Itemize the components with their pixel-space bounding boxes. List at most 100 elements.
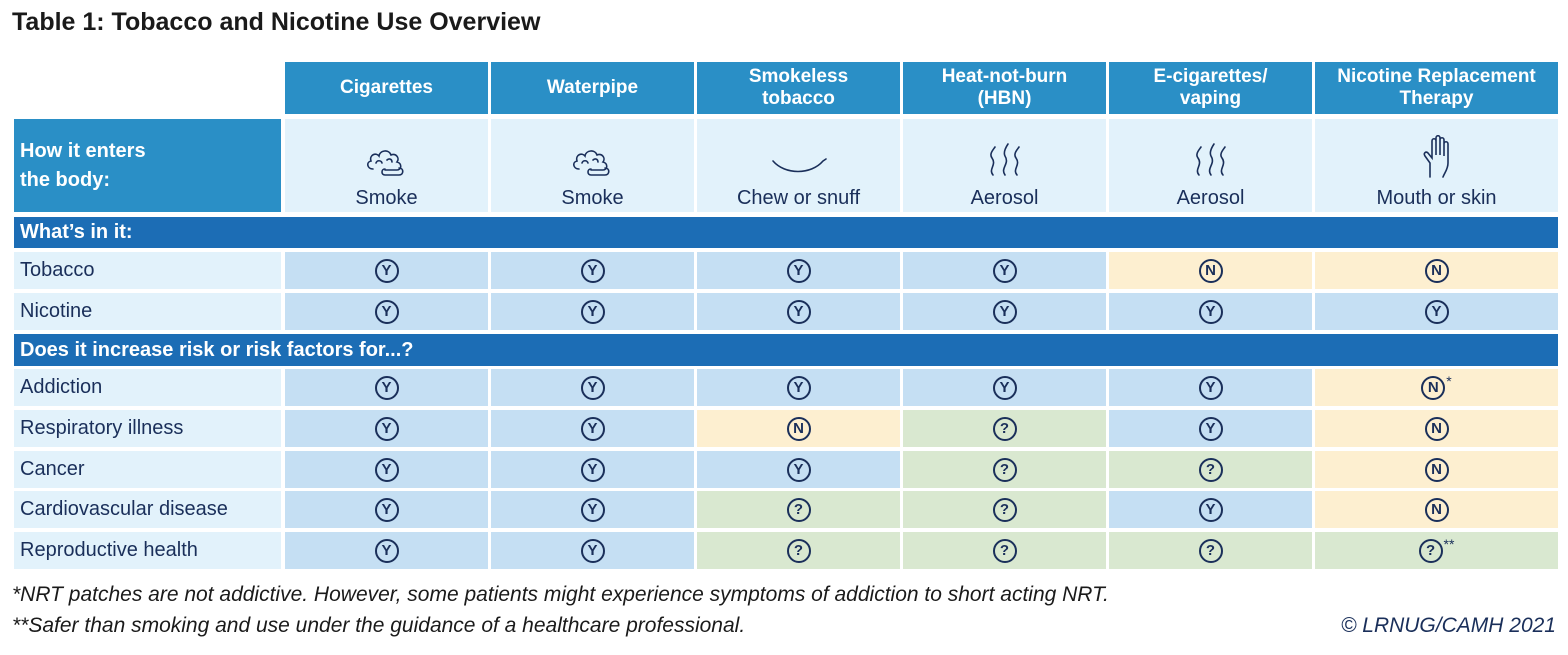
- answer-mark: Y: [786, 258, 811, 283]
- method-cell: Smoke: [285, 119, 488, 212]
- column-header: Cigarettes: [285, 62, 488, 114]
- answer-mark: ?: [1198, 538, 1223, 563]
- table-cell: Y: [491, 410, 694, 447]
- answer-mark: Y: [580, 497, 605, 522]
- answer-mark: Y: [1198, 416, 1223, 441]
- answer-mark: N: [1424, 416, 1449, 441]
- column-header: E-cigarettes/ vaping: [1109, 62, 1312, 114]
- table-cell: Y: [285, 252, 488, 289]
- answer-mark: Y: [580, 299, 605, 324]
- title: Table 1: Tobacco and Nicotine Use Overvi…: [12, 8, 541, 36]
- method-cell: Smoke: [491, 119, 694, 212]
- method-text: Aerosol: [1176, 187, 1245, 209]
- answer-mark: N: [1198, 258, 1223, 283]
- smoke-icon: [366, 150, 404, 176]
- answer-mark: Y: [786, 375, 811, 400]
- table-cell: ?: [1109, 532, 1312, 569]
- table-cell: ?: [903, 410, 1106, 447]
- footnote-mark: *: [1446, 373, 1452, 389]
- answer-mark: Y: [992, 258, 1017, 283]
- row-label: Addiction: [14, 369, 281, 406]
- method-text: Smoke: [355, 187, 418, 209]
- table-cell: Y: [285, 369, 488, 406]
- answer-mark: ?: [786, 538, 811, 563]
- row-label: Reproductive health: [14, 532, 281, 569]
- answer-mark: Y: [580, 457, 605, 482]
- table-cell: N *: [1315, 369, 1558, 406]
- answer-mark: Y: [580, 416, 605, 441]
- table-cell: Y: [903, 293, 1106, 330]
- column-header-text: Heat-not-burn (HBN): [941, 66, 1068, 109]
- method-text: Smoke: [561, 187, 624, 209]
- row-label: Nicotine: [14, 293, 281, 330]
- table-cell: ?: [697, 491, 900, 528]
- table-cell: Y: [491, 369, 694, 406]
- section-header: Does it increase risk or risk factors fo…: [14, 334, 1558, 366]
- row-label: Cardiovascular disease: [14, 491, 281, 528]
- table-cell: Y: [697, 252, 900, 289]
- row-label: Cancer: [14, 451, 281, 488]
- table-cell: Y: [697, 369, 900, 406]
- table-cell: Y: [491, 532, 694, 569]
- smoke-icon: [572, 150, 610, 176]
- table-cell: Y: [903, 369, 1106, 406]
- method-cell: Aerosol: [903, 119, 1106, 212]
- answer-mark: ?: [992, 538, 1017, 563]
- column-header-text: Cigarettes: [340, 77, 433, 98]
- table-cell: N: [697, 410, 900, 447]
- table-cell: Y: [285, 410, 488, 447]
- answer-mark: Y: [374, 538, 399, 563]
- method-cell: Mouth or skin: [1315, 119, 1558, 212]
- footnote-mark: **: [1443, 536, 1455, 552]
- answer-mark: N: [1424, 457, 1449, 482]
- column-header: Waterpipe: [491, 62, 694, 114]
- column-header: Nicotine Replacement Therapy: [1315, 62, 1558, 114]
- answer-mark: Y: [786, 457, 811, 482]
- answer-mark: N: [1421, 375, 1446, 400]
- footnote: **Safer than smoking and use under the g…: [12, 614, 746, 637]
- table-cell: ?: [697, 532, 900, 569]
- column-header: Smokeless tobacco: [697, 62, 900, 114]
- answer-mark: Y: [374, 375, 399, 400]
- answer-mark: N: [1424, 258, 1449, 283]
- method-text: Chew or snuff: [736, 187, 861, 209]
- answer-mark: Y: [374, 457, 399, 482]
- method-cell: Chew or snuff: [697, 119, 900, 212]
- table-cell: Y: [1109, 410, 1312, 447]
- answer-mark: Y: [1198, 375, 1223, 400]
- answer-mark: Y: [992, 299, 1017, 324]
- answer-mark: Y: [374, 299, 399, 324]
- hand-icon: [1423, 135, 1449, 178]
- table-cell: Y: [1109, 369, 1312, 406]
- mouth-icon: [771, 158, 827, 173]
- answer-mark: Y: [580, 538, 605, 563]
- answer-mark: ?: [992, 416, 1017, 441]
- table-cell: Y: [1315, 293, 1558, 330]
- table-cell: Y: [491, 293, 694, 330]
- table-cell: ?: [903, 451, 1106, 488]
- answer-mark: Y: [786, 299, 811, 324]
- table-cell: Y: [285, 451, 488, 488]
- table-cell: ?: [903, 491, 1106, 528]
- answer-mark: Y: [374, 258, 399, 283]
- column-header: Heat-not-burn (HBN): [903, 62, 1106, 114]
- footnote: *NRT patches are not addictive. However,…: [12, 583, 1109, 606]
- column-header-text: E-cigarettes/ vaping: [1153, 66, 1268, 109]
- row-label: Tobacco: [14, 252, 281, 289]
- answer-mark: Y: [1198, 299, 1223, 324]
- table-cell: Y: [491, 451, 694, 488]
- answer-mark: ?: [992, 457, 1017, 482]
- table-cell: Y: [285, 532, 488, 569]
- column-header-text: Nicotine Replacement Therapy: [1337, 66, 1536, 109]
- answer-mark: Y: [580, 375, 605, 400]
- table-cell: Y: [491, 252, 694, 289]
- table-cell: ? **: [1315, 532, 1558, 569]
- table-cell: N: [1315, 451, 1558, 488]
- section-header: What’s in it:: [14, 217, 1558, 248]
- answer-mark: Y: [1424, 299, 1449, 324]
- table-cell: Y: [1109, 491, 1312, 528]
- column-header-text: Smokeless tobacco: [748, 66, 849, 109]
- column-header-text: Waterpipe: [546, 77, 639, 98]
- answer-mark: ?: [1198, 457, 1223, 482]
